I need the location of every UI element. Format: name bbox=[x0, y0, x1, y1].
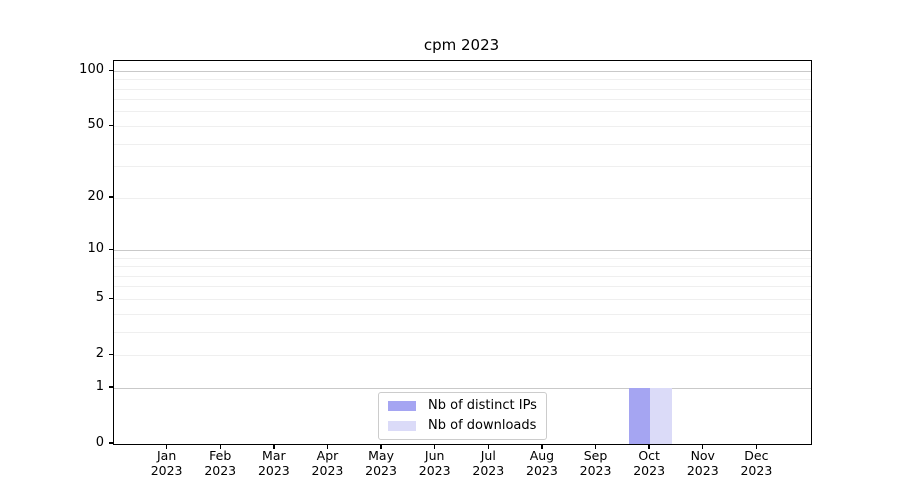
minor-gridline bbox=[114, 298, 811, 300]
minor-gridline bbox=[114, 79, 811, 81]
bar-nb-of-distinct-ips bbox=[628, 388, 651, 444]
minor-gridline bbox=[114, 313, 811, 315]
minor-gridline bbox=[114, 197, 811, 199]
x-tick-mark bbox=[433, 444, 436, 449]
legend: Nb of distinct IPs Nb of downloads bbox=[378, 392, 547, 440]
legend-row: Nb of downloads bbox=[388, 418, 537, 434]
legend-label: Nb of downloads bbox=[428, 418, 537, 433]
minor-gridline bbox=[114, 99, 811, 101]
x-tick-mark bbox=[594, 444, 597, 449]
x-tick-mark bbox=[165, 444, 168, 449]
x-tick-label: Mar 2023 bbox=[257, 448, 290, 478]
x-tick-label: Aug 2023 bbox=[526, 448, 558, 478]
x-tick-mark bbox=[702, 444, 704, 449]
minor-gridline bbox=[114, 286, 811, 288]
y-tick-label: 50 bbox=[87, 117, 104, 133]
x-tick-label: Sep 2023 bbox=[579, 448, 612, 478]
x-tick-label: Dec 2023 bbox=[740, 448, 773, 478]
y-tick-label: 20 bbox=[87, 189, 104, 205]
x-tick-label: Feb 2023 bbox=[204, 448, 237, 478]
minor-gridline bbox=[114, 143, 811, 145]
x-tick-mark bbox=[273, 444, 275, 449]
major-gridline bbox=[114, 387, 811, 389]
x-tick-mark bbox=[648, 444, 650, 449]
y-tick-mark bbox=[109, 353, 114, 355]
x-tick-label: Apr 2023 bbox=[311, 448, 344, 478]
y-tick-mark bbox=[109, 297, 114, 299]
y-tick-label: 1 bbox=[95, 379, 104, 394]
x-tick-label: Jan 2023 bbox=[150, 448, 183, 478]
x-tick-mark bbox=[541, 444, 543, 449]
legend-label: Nb of distinct IPs bbox=[428, 398, 537, 413]
x-tick-label: Jun 2023 bbox=[418, 448, 451, 478]
major-gridline bbox=[114, 249, 811, 251]
x-tick-label: Oct 2023 bbox=[633, 448, 666, 478]
minor-gridline bbox=[114, 354, 811, 356]
bar-nb-of-downloads bbox=[650, 388, 672, 444]
y-tick-mark bbox=[109, 196, 114, 198]
x-tick-mark bbox=[326, 444, 329, 449]
x-tick-mark bbox=[755, 444, 758, 449]
chart-title: cpm 2023 bbox=[423, 36, 500, 54]
x-tick-label: May 2023 bbox=[365, 448, 397, 478]
legend-swatch bbox=[388, 421, 416, 431]
minor-gridline bbox=[114, 275, 811, 277]
minor-gridline bbox=[114, 125, 811, 127]
legend-swatch bbox=[388, 401, 416, 411]
x-tick-label: Nov 2023 bbox=[686, 448, 719, 478]
y-tick-label: 5 bbox=[95, 290, 104, 306]
minor-gridline bbox=[114, 331, 811, 333]
minor-gridline bbox=[114, 88, 811, 90]
minor-gridline bbox=[114, 266, 811, 268]
x-tick-mark bbox=[380, 444, 382, 449]
minor-gridline bbox=[114, 166, 811, 168]
y-tick-mark bbox=[109, 442, 114, 444]
major-gridline bbox=[114, 70, 811, 72]
x-tick-label: Jul 2023 bbox=[472, 448, 505, 478]
y-tick-mark bbox=[109, 386, 114, 388]
y-tick-mark bbox=[109, 248, 114, 250]
x-tick-mark bbox=[219, 444, 221, 449]
y-tick-label: 100 bbox=[79, 62, 104, 78]
x-tick-mark bbox=[487, 444, 489, 449]
minor-gridline bbox=[114, 111, 811, 113]
y-tick-mark bbox=[109, 124, 114, 127]
y-tick-label: 0 bbox=[95, 435, 104, 450]
y-tick-label: 2 bbox=[95, 346, 104, 362]
y-tick-mark bbox=[109, 69, 114, 71]
legend-row: Nb of distinct IPs bbox=[388, 398, 537, 414]
plot-area bbox=[113, 60, 812, 445]
minor-gridline bbox=[114, 257, 811, 259]
y-tick-label: 10 bbox=[87, 241, 104, 257]
